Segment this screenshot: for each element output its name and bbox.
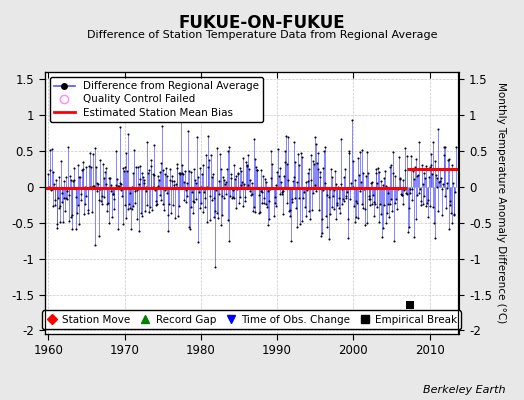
Text: Berkeley Earth: Berkeley Earth [423, 385, 506, 395]
Text: FUKUE-ON-FUKUE: FUKUE-ON-FUKUE [179, 14, 345, 32]
Y-axis label: Monthly Temperature Anomaly Difference (°C): Monthly Temperature Anomaly Difference (… [496, 82, 506, 324]
Legend: Station Move, Record Gap, Time of Obs. Change, Empirical Break: Station Move, Record Gap, Time of Obs. C… [41, 310, 462, 329]
Text: Difference of Station Temperature Data from Regional Average: Difference of Station Temperature Data f… [87, 30, 437, 40]
